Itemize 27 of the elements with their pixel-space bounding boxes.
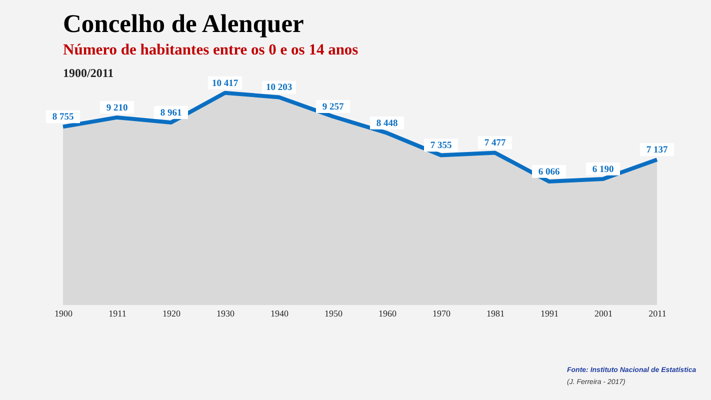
x-tick-label: 1900 <box>54 308 73 318</box>
data-label: 8 448 <box>376 118 398 129</box>
x-tick-label: 2001 <box>594 308 612 318</box>
x-tick-label: 1940 <box>270 308 289 318</box>
x-tick-label: 1981 <box>486 308 504 318</box>
data-label: 7 355 <box>430 141 452 152</box>
data-label: 8 755 <box>52 112 74 123</box>
data-label: 6 190 <box>592 164 614 175</box>
data-label: 6 066 <box>538 167 560 178</box>
x-tick-label: 1970 <box>432 308 451 318</box>
data-label: 7 137 <box>646 146 668 156</box>
x-tick-label: 2011 <box>648 308 666 318</box>
data-label: 10 203 <box>266 83 292 94</box>
data-label: 10 417 <box>212 78 238 89</box>
data-label: 8 961 <box>160 108 182 119</box>
x-tick-label: 1930 <box>216 308 235 318</box>
chart-title: Concelho de Alenquer <box>63 9 304 38</box>
x-tick-label: 1991 <box>540 308 558 318</box>
data-label: 7 477 <box>484 138 506 149</box>
data-label: 9 257 <box>322 102 344 112</box>
data-label: 9 210 <box>106 103 128 114</box>
text: 1900/2011 <box>63 66 114 80</box>
x-tick-label: 1950 <box>324 308 343 318</box>
chart-subtitle: Número de habitantes entre os 0 e os 14 anos <box>63 42 358 58</box>
x-tick-label: 1911 <box>108 308 126 318</box>
x-tick-label: 1920 <box>162 308 181 318</box>
x-tick-label: 1960 <box>378 308 397 318</box>
